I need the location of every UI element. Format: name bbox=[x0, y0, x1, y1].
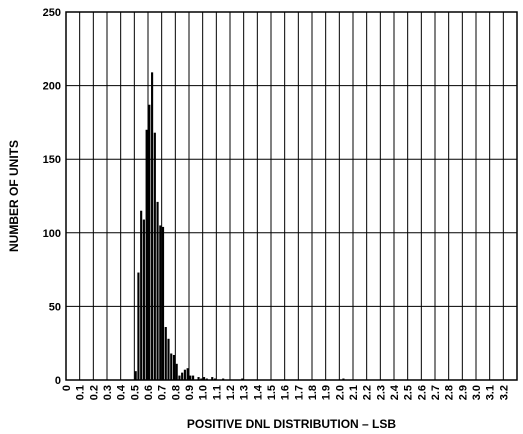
x-tick-label: 1.5 bbox=[266, 385, 278, 400]
histogram-bar bbox=[170, 353, 173, 380]
histogram-bar bbox=[186, 368, 189, 380]
plot-frame bbox=[65, 11, 518, 381]
grid bbox=[66, 12, 517, 380]
histogram-bar bbox=[202, 377, 206, 380]
y-tick-labels: 0 50 100 150 200 250 bbox=[43, 7, 61, 387]
y-tick-label: 0 bbox=[55, 375, 61, 387]
x-tick-labels: 0 0.1 0.2 0.3 0.4 0.5 0.6 0.7 0.8 0.9 1.0 1.1 1.2 1.3… bbox=[61, 384, 510, 400]
histogram-bar bbox=[178, 375, 181, 380]
x-tick-label: 1.0 bbox=[198, 385, 210, 400]
x-tick-label: 2.8 bbox=[444, 385, 456, 400]
bars bbox=[134, 72, 345, 381]
histogram-bar bbox=[161, 226, 165, 380]
x-tick-label: 0.4 bbox=[116, 384, 128, 400]
histogram-bar bbox=[197, 377, 200, 380]
histogram-bar bbox=[156, 201, 159, 380]
x-tick-label: 1.9 bbox=[321, 385, 333, 400]
x-tick-label: 0.2 bbox=[88, 385, 100, 400]
x-tick-label: 2.6 bbox=[416, 385, 428, 400]
histogram-bar bbox=[159, 225, 162, 380]
x-tick-label: 2.3 bbox=[375, 385, 387, 400]
x-tick-label: 2.4 bbox=[389, 384, 401, 400]
histogram-bar bbox=[211, 377, 214, 380]
x-tick-label: 1.3 bbox=[239, 385, 251, 400]
x-tick-label: 3.2 bbox=[498, 385, 510, 400]
histogram-bar bbox=[148, 104, 151, 381]
histogram-bar bbox=[164, 327, 167, 380]
x-tick-label: 2.5 bbox=[403, 385, 415, 400]
x-tick-label: 0 bbox=[61, 385, 73, 391]
x-tick-label: 0.1 bbox=[75, 385, 87, 400]
histogram-bar bbox=[145, 129, 148, 380]
x-tick-label: 0.5 bbox=[129, 385, 141, 400]
y-tick-label: 200 bbox=[43, 81, 61, 93]
histogram-bar bbox=[140, 210, 143, 380]
histogram-bar bbox=[153, 132, 156, 380]
x-tick-label: 2.9 bbox=[457, 385, 469, 400]
histogram-bar bbox=[167, 338, 170, 380]
x-tick-label: 0.9 bbox=[184, 385, 196, 400]
y-tick-label: 250 bbox=[43, 7, 61, 19]
histogram-bar bbox=[192, 375, 195, 380]
x-tick-label: 0.7 bbox=[157, 385, 169, 400]
histogram-bar bbox=[181, 372, 184, 380]
x-tick-label: 1.1 bbox=[211, 385, 223, 400]
x-tick-label: 3.1 bbox=[485, 385, 497, 400]
y-tick-label: 150 bbox=[43, 154, 61, 166]
histogram-bar bbox=[172, 354, 176, 380]
x-tick-label: 2.1 bbox=[348, 385, 360, 400]
x-tick-label: 1.7 bbox=[293, 385, 305, 400]
histogram-bar bbox=[142, 219, 145, 380]
y-tick-label: 100 bbox=[43, 228, 61, 240]
x-tick-label: 0.3 bbox=[102, 385, 114, 400]
x-tick-label: 2.0 bbox=[334, 385, 346, 400]
x-tick-label: 1.8 bbox=[307, 385, 319, 400]
x-tick-label: 2.7 bbox=[430, 385, 442, 400]
histogram-bar bbox=[137, 272, 140, 380]
y-axis-title: NUMBER OF UNITS bbox=[7, 140, 21, 252]
histogram-bar bbox=[175, 363, 178, 380]
histogram-bar bbox=[183, 369, 186, 380]
x-tick-label: 0.6 bbox=[143, 385, 155, 400]
x-axis-title: POSITIVE DNL DISTRIBUTION – LSB bbox=[187, 417, 396, 431]
histogram-bar bbox=[134, 371, 137, 380]
x-tick-label: 2.2 bbox=[362, 385, 374, 400]
histogram-bar bbox=[151, 72, 154, 380]
y-tick-label: 50 bbox=[49, 301, 61, 313]
x-tick-label: 1.4 bbox=[252, 384, 264, 400]
x-tick-label: 1.2 bbox=[225, 385, 237, 400]
x-tick-label: 3.0 bbox=[471, 385, 483, 400]
histogram-bar bbox=[189, 375, 192, 380]
x-tick-label: 1.6 bbox=[280, 385, 292, 400]
x-tick-label: 0.8 bbox=[170, 385, 182, 400]
